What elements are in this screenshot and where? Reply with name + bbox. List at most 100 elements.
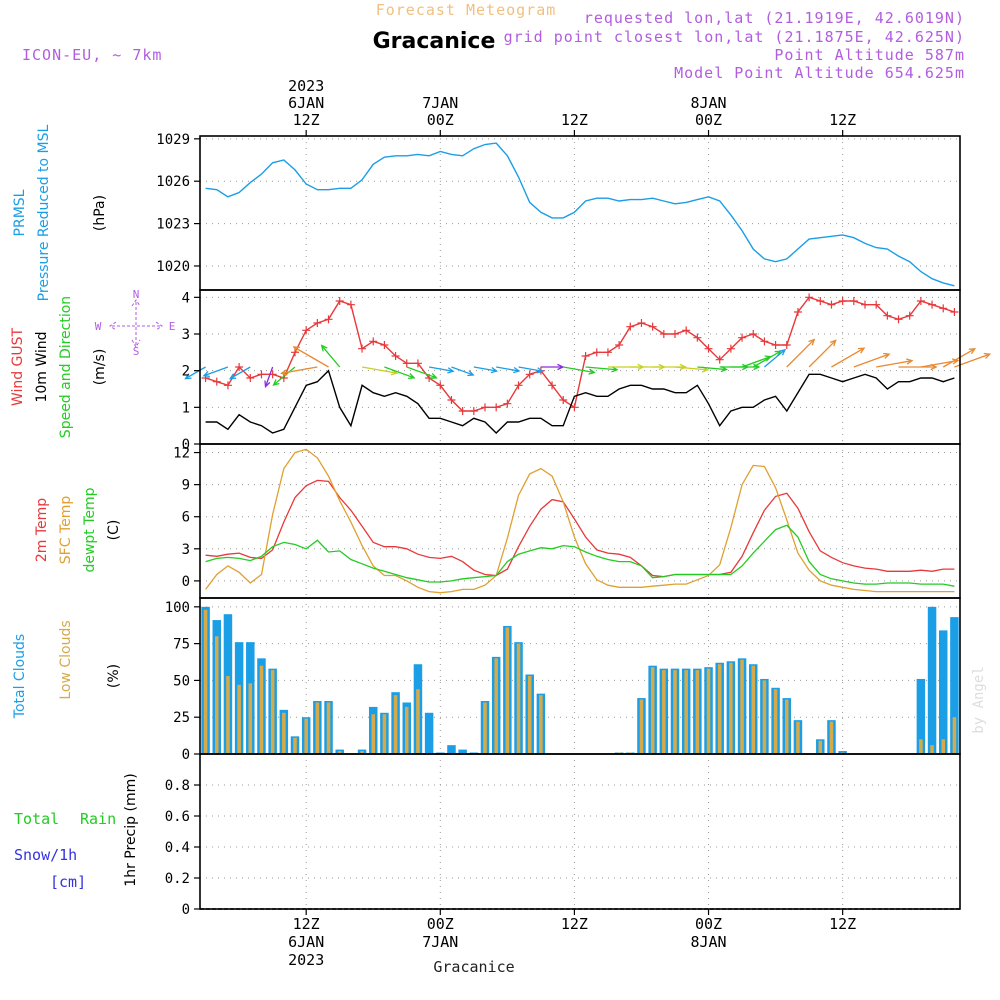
rain-label: Rain xyxy=(80,810,116,828)
wind-arrow xyxy=(293,346,329,368)
grids xyxy=(200,136,960,910)
bottom-year-label: 2023 xyxy=(288,951,324,969)
wind-arrowhead xyxy=(679,363,687,371)
wind-arrowhead xyxy=(906,358,914,365)
low-cloud-bar xyxy=(371,714,376,754)
low-cloud-bar xyxy=(930,745,934,754)
gust-marker xyxy=(872,300,881,309)
bottom-hour-label: 12Z xyxy=(829,915,856,933)
gust-marker xyxy=(749,330,758,338)
wind-arrow xyxy=(942,348,976,368)
wind-arrowhead xyxy=(264,380,271,388)
wind-arrow xyxy=(831,347,865,368)
wind-arrow xyxy=(473,366,497,372)
wind-arrowhead xyxy=(320,344,328,352)
gust-marker xyxy=(916,297,925,305)
total-cloud-bar xyxy=(424,712,434,754)
low-cloud-bar xyxy=(326,702,331,754)
wind-arrow xyxy=(384,366,415,379)
panel-frame xyxy=(199,443,961,599)
gust-marker xyxy=(615,341,624,349)
gust-marker xyxy=(738,333,747,342)
low-cloud-bar xyxy=(740,659,744,754)
wind-arrow xyxy=(203,366,229,377)
wind-arrow xyxy=(876,360,913,368)
low-cloud-bar xyxy=(751,665,756,754)
gust-marker xyxy=(905,311,914,320)
wind-arrow xyxy=(585,366,618,371)
compass-w: W xyxy=(95,320,102,333)
low-clouds-label: Low Clouds xyxy=(58,620,74,699)
gust-marker xyxy=(648,322,657,331)
low-cloud-bar xyxy=(494,658,498,754)
wind-arrowhead xyxy=(447,367,455,374)
y-tick-label: 1026 xyxy=(156,174,190,190)
prmsl-label: PRMSL xyxy=(12,189,28,236)
temp-dewpt-label: dewpt Temp xyxy=(82,487,98,572)
gust-marker xyxy=(827,300,836,309)
y-tick-label: 0.6 xyxy=(165,809,190,825)
low-cloud-bar xyxy=(516,643,521,754)
wind-arrowhead xyxy=(272,379,280,386)
gust-marker xyxy=(525,370,534,379)
compass-e: E xyxy=(169,320,176,333)
pressure-unit: (hPa) xyxy=(92,195,108,231)
gust-marker xyxy=(950,308,959,316)
low-cloud-bar xyxy=(404,706,409,754)
gust-marker xyxy=(391,352,400,360)
y-tick-label: 100 xyxy=(165,600,190,616)
top-hour-label: 12Z xyxy=(829,111,856,129)
low-cloud-bar xyxy=(662,670,666,754)
wind-labels: Wind GUST 10m Wind Speed and Direction (… xyxy=(10,288,175,438)
low-cloud-bar xyxy=(337,751,342,754)
gust-marker xyxy=(883,311,892,320)
gust-marker xyxy=(469,407,478,415)
wind-arrowhead xyxy=(611,366,619,373)
requested-coords: requested lon,lat (21.1919E, 42.6019N) xyxy=(584,9,965,27)
low-cloud-bar xyxy=(248,683,253,754)
wind-arrow xyxy=(273,366,296,386)
gust-marker xyxy=(771,341,780,349)
y-tick-label: 1020 xyxy=(156,259,190,275)
low-cloud-bar xyxy=(214,636,219,754)
temp-unit: (C) xyxy=(106,520,122,541)
y-tick-label: 1 xyxy=(182,400,190,416)
wind-line xyxy=(205,369,955,434)
wind-arrow xyxy=(361,366,397,374)
wind-arrow xyxy=(451,366,474,376)
low-cloud-bar xyxy=(483,702,487,754)
bottom-hour-label: 12Z xyxy=(561,915,588,933)
gust-marker xyxy=(849,297,858,305)
low-cloud-bar xyxy=(829,721,834,754)
y-tick-label: 6 xyxy=(182,510,190,526)
temp-sfc-label: SFC Temp xyxy=(58,496,74,565)
wind-unit: (m/s) xyxy=(92,349,108,386)
low-cloud-bar xyxy=(237,684,241,754)
precip-axis-label: 1hr Precip (mm) xyxy=(123,773,139,886)
wind-arrow xyxy=(496,366,520,372)
wind-arrowhead xyxy=(228,373,237,380)
gust-marker xyxy=(760,337,769,346)
gust-marker xyxy=(257,370,266,379)
low-cloud-bar xyxy=(818,740,823,754)
wind-arrowhead xyxy=(513,366,521,374)
wind-arrow xyxy=(229,366,251,380)
gust-marker xyxy=(402,359,411,368)
low-cloud-bar xyxy=(695,670,700,754)
wind-arrowhead xyxy=(778,348,787,356)
gust-marker xyxy=(369,337,378,346)
compass-n: N xyxy=(133,288,140,301)
wind-arrow xyxy=(786,339,815,368)
cloud-labels: Total Clouds Low Clouds (%) xyxy=(12,620,122,719)
wind-arrowhead xyxy=(184,373,192,380)
wind-arrow xyxy=(518,366,543,372)
low-cloud-bar xyxy=(717,664,722,754)
wind-arrowhead xyxy=(968,348,977,355)
wind-arrowhead xyxy=(467,370,475,377)
gust-marker xyxy=(548,381,557,390)
wind-arrowhead xyxy=(202,371,210,378)
temp-labels: 2m Temp SFC Temp dewpt Temp (C) xyxy=(34,487,122,572)
watermark: by Angel xyxy=(971,666,987,733)
y-axis-ticks: 102010231026102901234036912025507510000.… xyxy=(156,132,200,918)
wind-arrow xyxy=(752,350,781,368)
